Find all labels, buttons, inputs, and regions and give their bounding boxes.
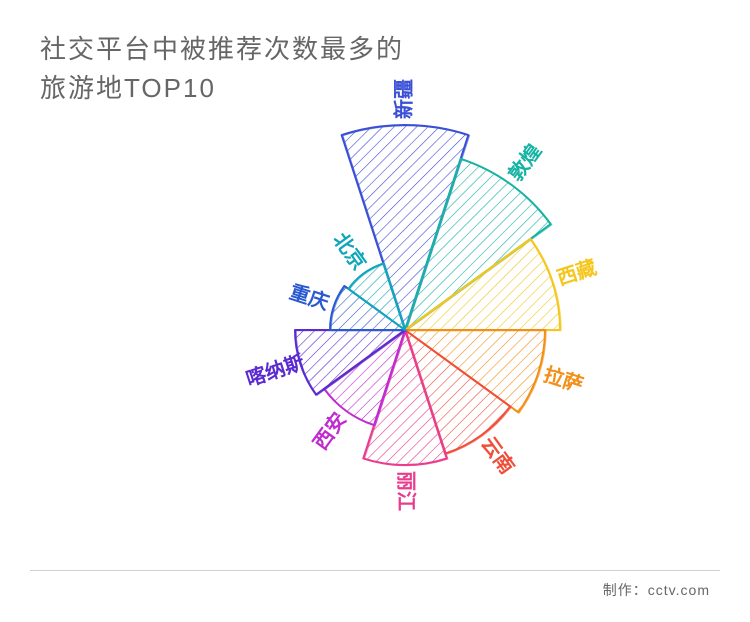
slice-label-0: 新疆 bbox=[391, 79, 415, 119]
slice-label-8: 重庆 bbox=[287, 280, 332, 315]
slice-label-1: 敦煌 bbox=[503, 139, 546, 185]
credit-text: 制作：cctv.com bbox=[603, 580, 710, 600]
slice-label-2: 西藏 bbox=[554, 255, 599, 290]
slice-label-9: 北京 bbox=[328, 228, 371, 274]
chart-svg: 新疆敦煌西藏拉萨云南丽江西安喀纳斯重庆北京 bbox=[0, 0, 750, 617]
polar-chart: 新疆敦煌西藏拉萨云南丽江西安喀纳斯重庆北京 bbox=[0, 0, 750, 617]
slice-label-6: 西安 bbox=[308, 408, 351, 454]
slice-label-4: 云南 bbox=[477, 433, 519, 479]
slice-label-5: 丽江 bbox=[395, 471, 418, 511]
separator-line bbox=[30, 570, 720, 571]
slice-label-3: 拉萨 bbox=[541, 362, 586, 397]
